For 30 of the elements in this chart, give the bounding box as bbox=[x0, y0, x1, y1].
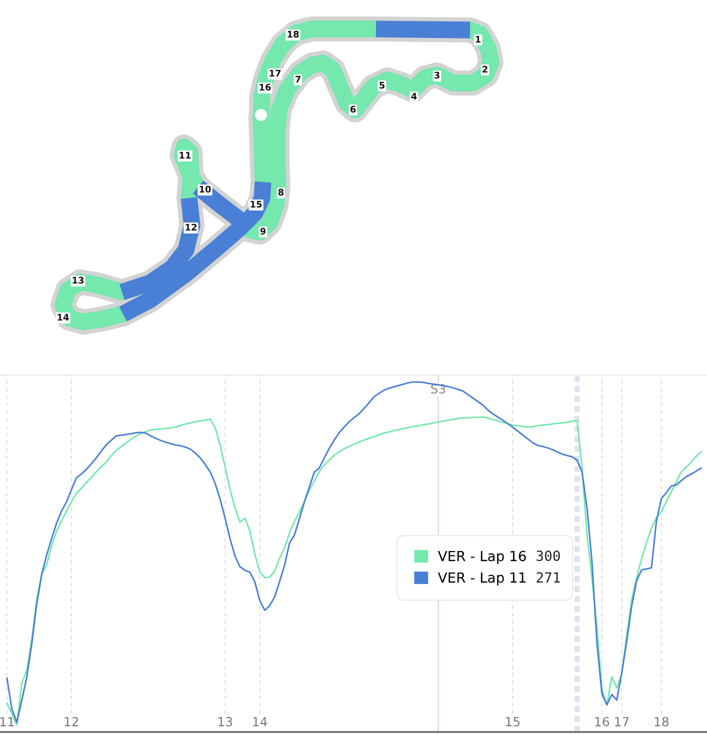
text: 2 bbox=[482, 66, 488, 72]
text: 9 bbox=[260, 228, 266, 235]
text: 7 bbox=[295, 76, 300, 82]
text: 12 bbox=[186, 224, 196, 230]
text: 1 bbox=[476, 36, 481, 42]
text: 8 bbox=[278, 188, 284, 196]
text: 11 bbox=[180, 152, 191, 158]
x-tick-label: 13 bbox=[218, 716, 232, 726]
text: 5 bbox=[380, 82, 385, 89]
text: 15 bbox=[250, 200, 262, 208]
x-tick-label: 12 bbox=[64, 716, 78, 726]
x-tick-label: 11 bbox=[0, 717, 14, 726]
text: 10 bbox=[200, 186, 211, 193]
text: 16 bbox=[260, 84, 271, 91]
annotation: 300 bbox=[536, 550, 560, 562]
annotation: 271 bbox=[536, 572, 560, 582]
x-tick-label: 17 bbox=[615, 717, 629, 726]
text: 4 bbox=[411, 92, 417, 100]
x-tick-label: 18 bbox=[654, 716, 668, 726]
text: 3 bbox=[434, 72, 440, 79]
x-tick-label: 14 bbox=[253, 717, 268, 726]
x-tick-label: 15 bbox=[506, 717, 520, 726]
x-tick-label: 16 bbox=[595, 716, 610, 726]
text: 13 bbox=[72, 276, 84, 284]
text: 18 bbox=[288, 30, 299, 38]
text: 6 bbox=[350, 106, 356, 113]
legend-label: VER - Lap 16 bbox=[438, 550, 526, 564]
text: 17 bbox=[270, 70, 281, 76]
legend-label: VER - Lap 11 bbox=[438, 572, 526, 586]
text: 14 bbox=[58, 314, 69, 320]
